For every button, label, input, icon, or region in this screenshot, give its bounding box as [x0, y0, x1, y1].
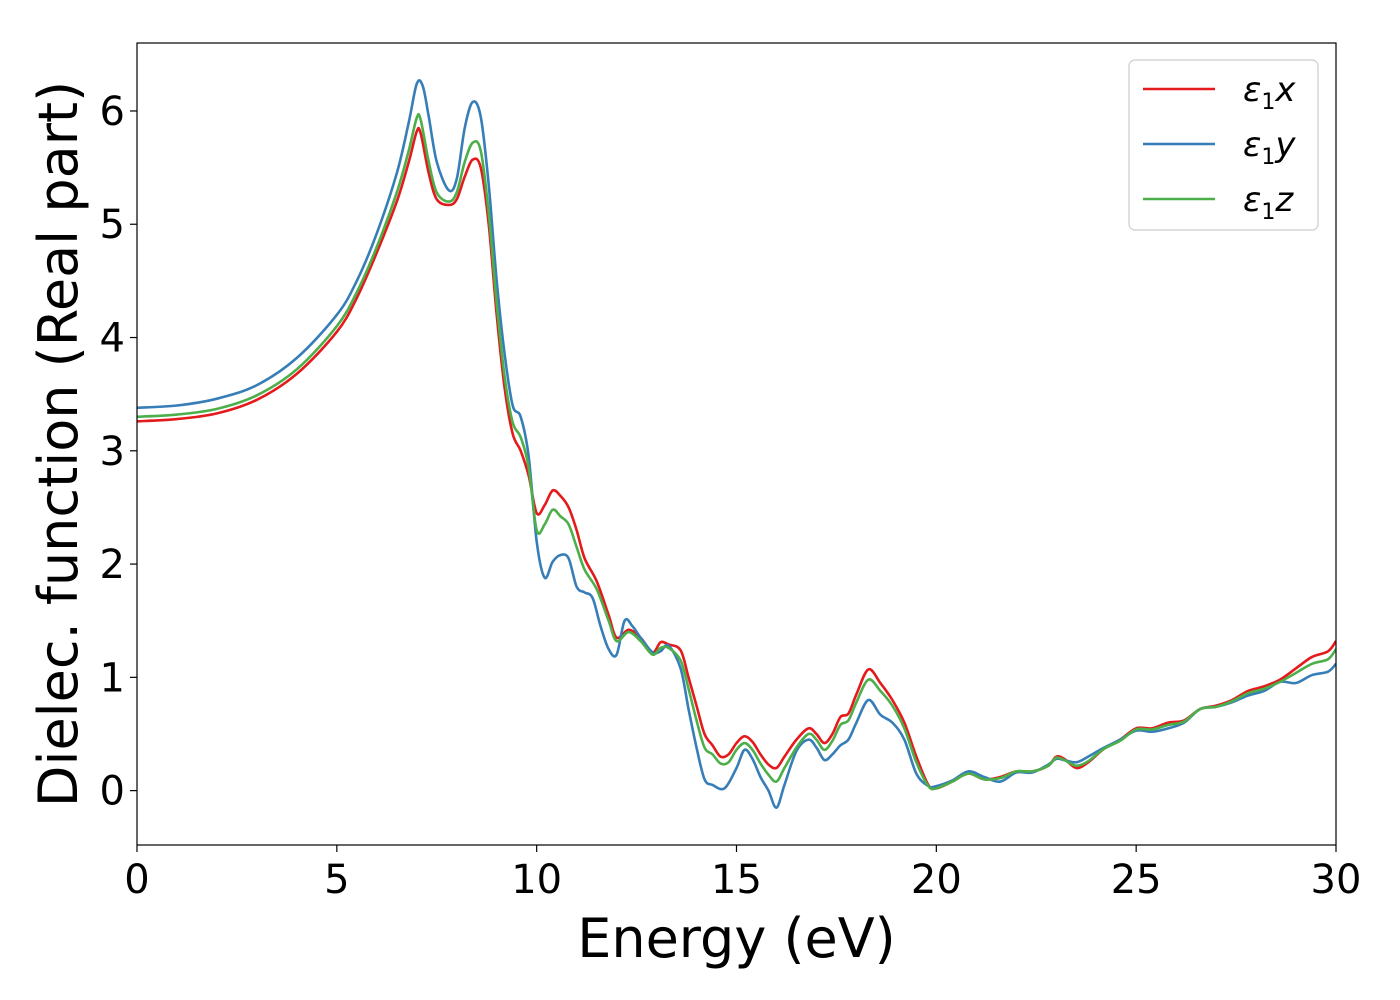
x-axis-title: Energy (eV): [577, 907, 896, 970]
y-tick-label: 3: [100, 429, 125, 475]
x-tick-label: 10: [511, 857, 562, 903]
legend-label-x: ε1x: [1243, 70, 1296, 115]
x-tick-label: 25: [1111, 857, 1162, 903]
y-axis-title: Dielec. function (Real part): [27, 81, 90, 807]
x-tick-label: 20: [911, 857, 962, 903]
legend: ε1x ε1y ε1z: [1128, 59, 1319, 231]
legend-box: [1128, 59, 1319, 231]
y-tick-label: 4: [100, 316, 125, 362]
x-tick-label: 15: [711, 857, 762, 903]
x-axis: 0 5 10 15 20 25 30: [124, 845, 1361, 903]
y-tick-label: 2: [100, 542, 125, 588]
plot-lines: [137, 79, 1336, 809]
y-tick-label: 5: [100, 202, 125, 248]
y-tick-label: 6: [100, 89, 125, 135]
x-tick-label: 0: [124, 857, 149, 903]
legend-label-z: ε1z: [1243, 180, 1294, 225]
x-tick-label: 30: [1311, 857, 1362, 903]
legend-label-y: ε1y: [1243, 125, 1296, 170]
y-tick-label: 0: [100, 769, 125, 815]
series-line-z: [137, 112, 1336, 791]
x-tick-label: 5: [324, 857, 349, 903]
y-axis: 0 1 2 3 4 5 6: [100, 89, 137, 815]
y-tick-label: 1: [100, 655, 125, 701]
series-line-y: [137, 79, 1336, 809]
